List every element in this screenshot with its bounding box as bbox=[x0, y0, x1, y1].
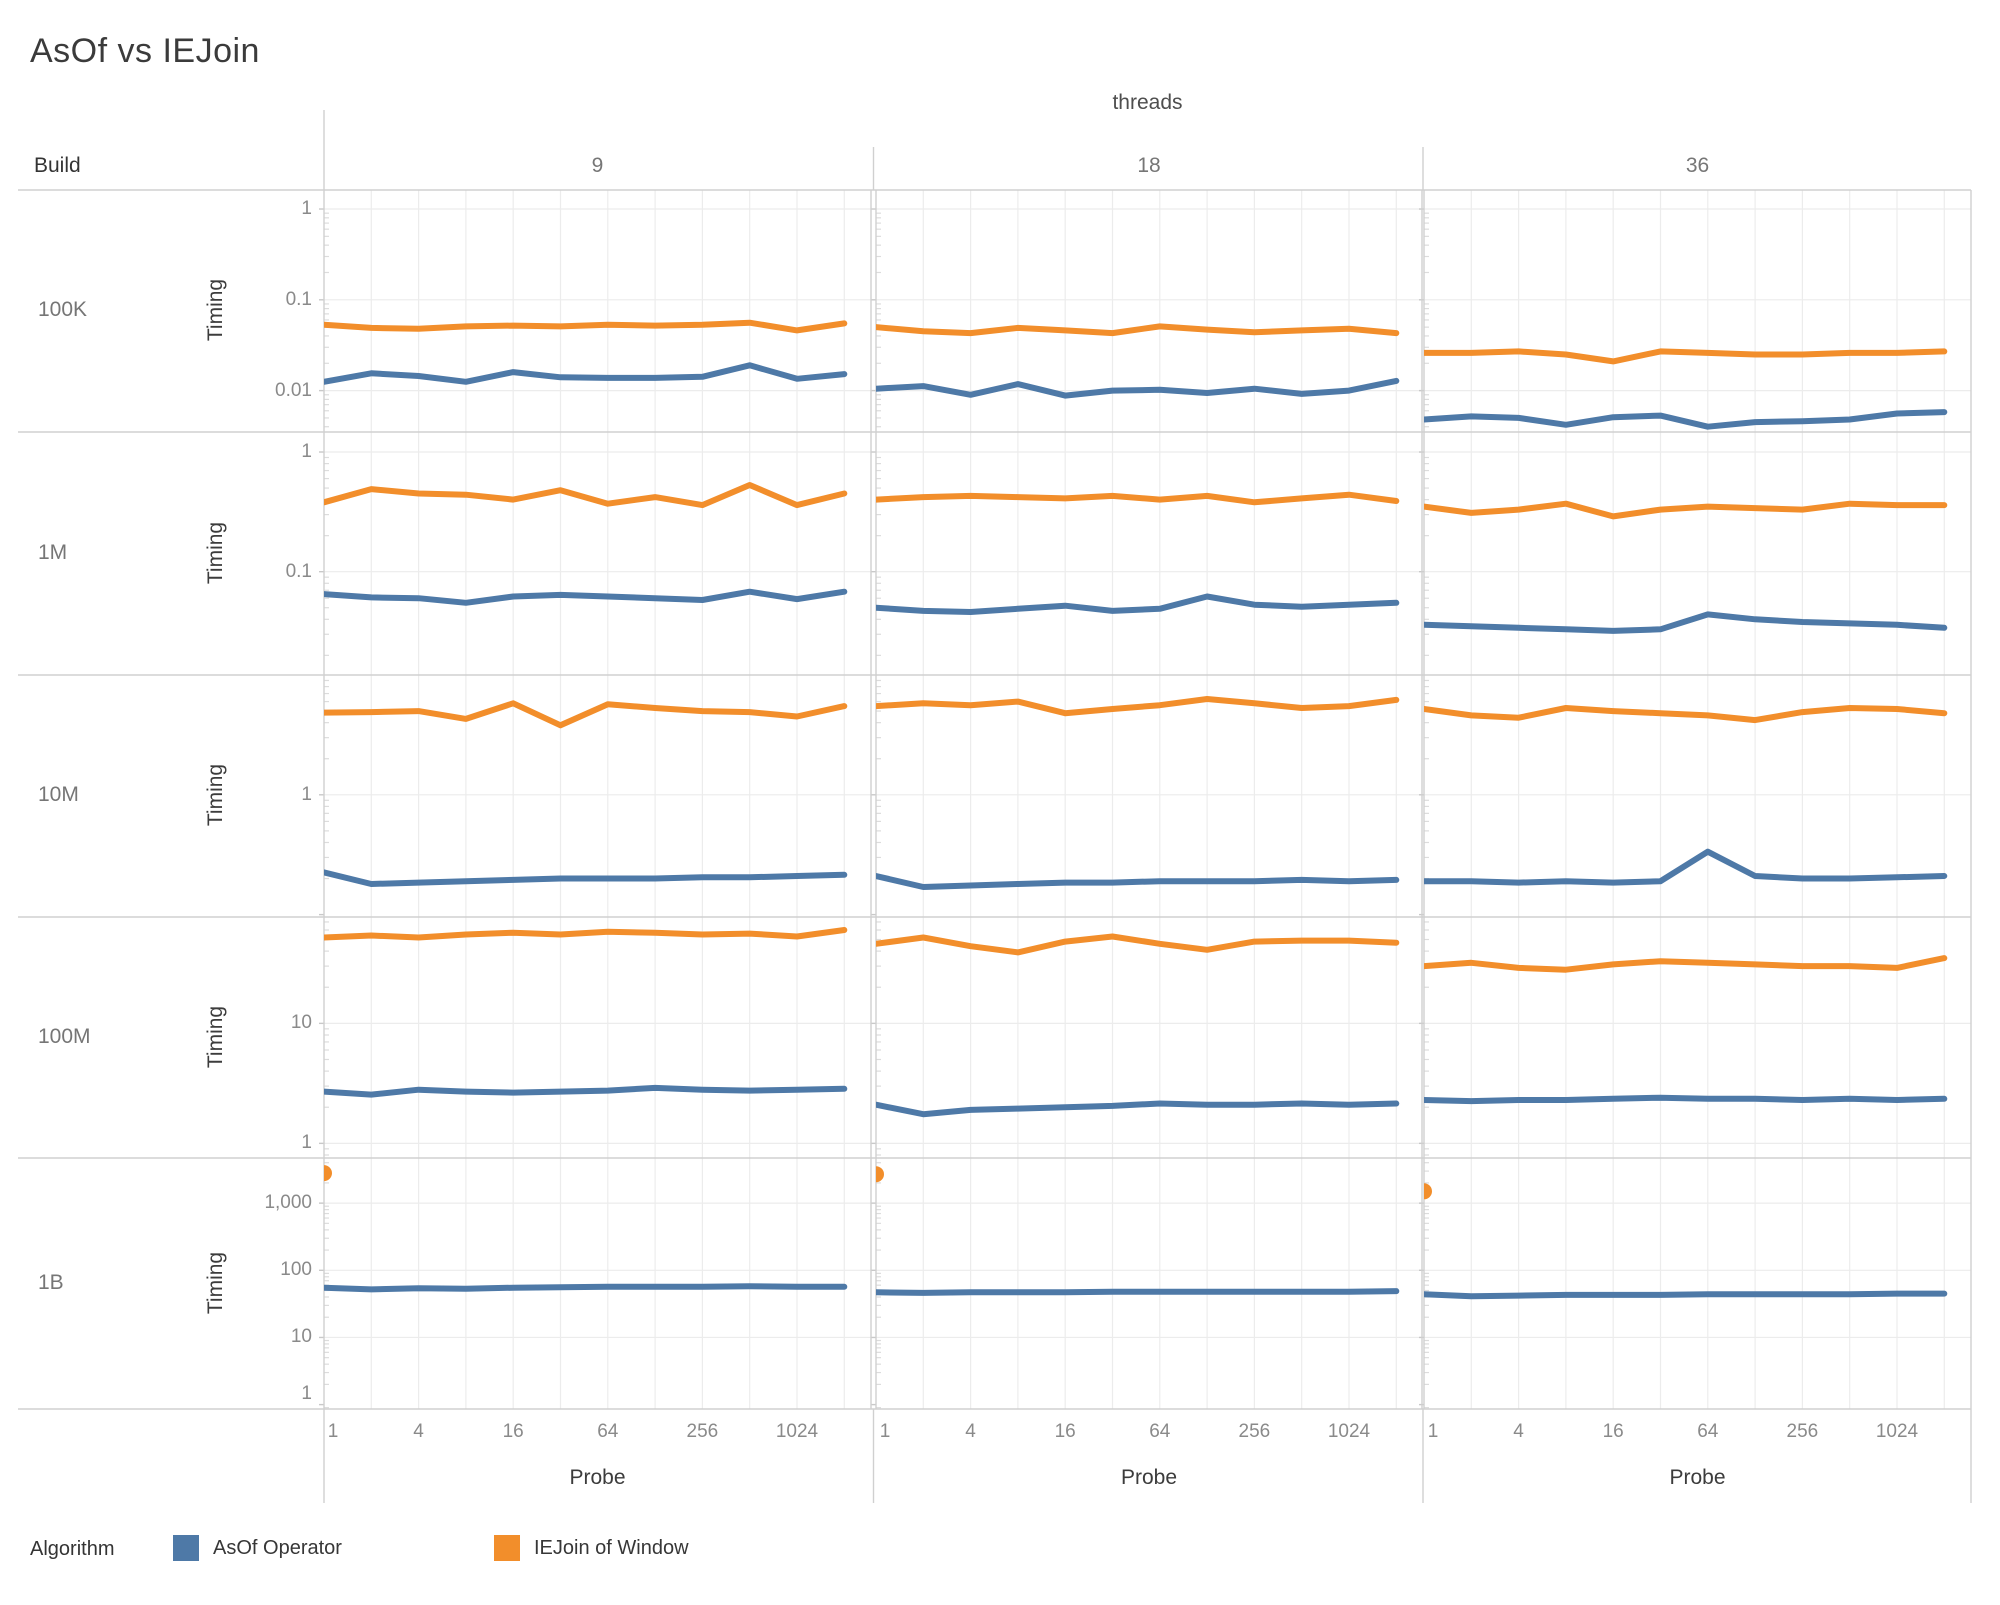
series-line-asof[interactable] bbox=[324, 588, 848, 606]
facet-column-header-9: 9 bbox=[591, 154, 604, 177]
x-axis-title: Probe bbox=[1669, 1466, 1726, 1489]
y-tick-label: 1 bbox=[301, 1132, 312, 1153]
series-line-asof[interactable] bbox=[324, 1084, 848, 1098]
series-line-asof[interactable] bbox=[324, 362, 848, 385]
facet-rows-dimension-header: Build bbox=[34, 154, 81, 177]
x-tick-label: 256 bbox=[686, 1421, 719, 1442]
series-line-iejoin[interactable] bbox=[876, 933, 1400, 956]
facet-row-label-10M: 10M bbox=[38, 783, 79, 806]
x-tick-label: 4 bbox=[413, 1421, 424, 1442]
x-tick-label: 64 bbox=[1149, 1421, 1171, 1442]
x-tick-label: 4 bbox=[1513, 1421, 1524, 1442]
y-tick-label: 0.1 bbox=[285, 560, 312, 582]
y-axis-title: Timing bbox=[204, 1005, 227, 1068]
series-line-iejoin[interactable] bbox=[324, 319, 848, 334]
series-line-asof[interactable] bbox=[1424, 409, 1948, 430]
facet-row-label-1B: 1B bbox=[38, 1270, 64, 1294]
legend-swatch bbox=[494, 1535, 520, 1561]
facet-column-header-36: 36 bbox=[1685, 154, 1710, 177]
legend-swatch bbox=[173, 1535, 199, 1561]
series-line-asof[interactable] bbox=[1424, 1290, 1948, 1300]
series-line-iejoin[interactable] bbox=[1424, 705, 1948, 724]
x-tick-label: 64 bbox=[597, 1421, 619, 1442]
series-line-iejoin-point[interactable] bbox=[1416, 1183, 1432, 1200]
series-line-asof[interactable] bbox=[876, 873, 1400, 890]
series-line-asof[interactable] bbox=[876, 1288, 1400, 1296]
y-axis-title: Timing bbox=[204, 1251, 227, 1314]
series-line-iejoin[interactable] bbox=[324, 482, 848, 509]
y-tick-label: 10 bbox=[290, 1326, 312, 1348]
series-line-asof[interactable] bbox=[876, 1100, 1400, 1118]
x-tick-label: 1 bbox=[879, 1421, 891, 1442]
x-tick-label: 16 bbox=[502, 1421, 524, 1442]
x-tick-label: 16 bbox=[1054, 1421, 1076, 1442]
facet-column-header-18: 18 bbox=[1137, 154, 1161, 177]
facet-columns-dimension-header: threads bbox=[1112, 91, 1183, 114]
x-tick-label: 1024 bbox=[1327, 1421, 1371, 1442]
series-line-iejoin-point[interactable] bbox=[868, 1166, 884, 1183]
y-tick-label: 1 bbox=[301, 441, 312, 463]
series-line-iejoin[interactable] bbox=[876, 323, 1400, 337]
legend-item-label: IEJoin of Window bbox=[534, 1537, 689, 1559]
y-axis-title: Timing bbox=[204, 521, 227, 584]
y-tick-label: 0.1 bbox=[285, 288, 312, 310]
series-line-iejoin[interactable] bbox=[876, 491, 1400, 506]
x-tick-label: 1024 bbox=[775, 1421, 819, 1442]
facet-row-label-100K: 100K bbox=[38, 298, 88, 321]
facet-row-label-1M: 1M bbox=[38, 540, 68, 564]
series-line-asof[interactable] bbox=[324, 1283, 848, 1293]
y-tick-label: 10 bbox=[290, 1012, 312, 1034]
x-axis-title: Probe bbox=[569, 1466, 626, 1489]
y-tick-label: 1 bbox=[301, 783, 312, 805]
legend-item-label: AsOf Operator bbox=[213, 1537, 342, 1559]
x-tick-label: 4 bbox=[965, 1421, 976, 1442]
x-tick-label: 16 bbox=[1602, 1421, 1624, 1442]
series-line-asof[interactable] bbox=[1424, 1094, 1948, 1105]
series-line-iejoin[interactable] bbox=[1424, 500, 1948, 520]
series-line-asof[interactable] bbox=[1424, 611, 1948, 634]
x-axis-title: Probe bbox=[1120, 1466, 1178, 1489]
series-line-asof[interactable] bbox=[1424, 848, 1948, 886]
x-tick-label: 1 bbox=[1427, 1421, 1439, 1442]
series-line-iejoin-point[interactable] bbox=[316, 1165, 332, 1182]
series-line-iejoin[interactable] bbox=[324, 700, 848, 729]
legend-title: Algorithm bbox=[30, 1538, 115, 1560]
series-line-asof[interactable] bbox=[324, 869, 848, 887]
y-tick-label: 0.01 bbox=[275, 379, 312, 401]
facet-row-label-100M: 100M bbox=[38, 1024, 91, 1048]
series-line-iejoin[interactable] bbox=[324, 927, 848, 941]
x-tick-label: 1 bbox=[327, 1421, 339, 1442]
y-tick-label: 1,000 bbox=[264, 1192, 312, 1214]
x-tick-label: 256 bbox=[1238, 1421, 1271, 1442]
series-line-asof[interactable] bbox=[876, 593, 1400, 615]
x-tick-label: 1024 bbox=[1875, 1421, 1919, 1442]
y-tick-label: 100 bbox=[280, 1259, 312, 1281]
page-title: AsOf vs IEJoin bbox=[30, 32, 260, 70]
y-tick-label: 1 bbox=[301, 198, 312, 220]
legend: Algorithm AsOf Operator IEJoin of Window bbox=[0, 1532, 2000, 1572]
x-tick-label: 64 bbox=[1697, 1421, 1719, 1442]
y-tick-label: 1 bbox=[301, 1383, 312, 1404]
series-line-iejoin[interactable] bbox=[876, 696, 1400, 717]
x-tick-label: 256 bbox=[1786, 1421, 1819, 1442]
series-line-asof[interactable] bbox=[876, 377, 1400, 399]
series-line-iejoin[interactable] bbox=[1424, 348, 1948, 365]
series-line-iejoin[interactable] bbox=[1424, 955, 1948, 973]
